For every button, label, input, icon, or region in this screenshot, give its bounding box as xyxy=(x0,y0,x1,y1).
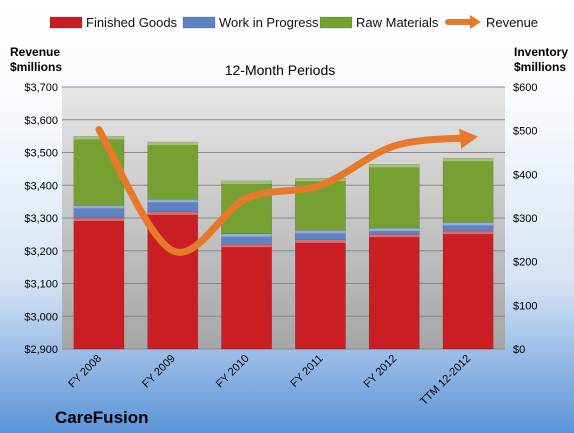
work-in-progress-bar-highlight xyxy=(369,228,420,232)
legend-swatch-finished-goods xyxy=(49,16,83,29)
raw-materials-bar-highlight xyxy=(147,142,198,146)
right-tick-label: $600 xyxy=(513,82,537,94)
legend-label-revenue: Revenue xyxy=(486,15,538,30)
right-tick-label: $500 xyxy=(513,126,537,138)
finished-goods-bar-highlight xyxy=(442,231,494,235)
raw-materials-bar xyxy=(368,164,420,229)
legend-label-finished-goods: Finished Goods xyxy=(86,15,178,30)
finished-goods-bar-highlight xyxy=(295,239,346,243)
revenue-line-series xyxy=(95,126,479,256)
raw-materials-bar xyxy=(73,136,125,206)
right-axis-title-line-1: Inventory xyxy=(514,45,568,59)
revenue-line xyxy=(95,126,472,256)
right-tick-label: $0 xyxy=(513,344,525,356)
left-tick-label: $3,600 xyxy=(24,115,58,127)
right-tick-label: $100 xyxy=(513,300,537,312)
right-tick-label: $400 xyxy=(513,169,537,181)
gridlines xyxy=(62,86,505,350)
chart-title: 12-Month Periods xyxy=(225,62,336,78)
finished-goods-bar xyxy=(442,230,494,350)
x-tick-label: FY 2008 xyxy=(66,353,104,391)
x-tick-label: FY 2009 xyxy=(140,353,178,391)
work-in-progress-bar-highlight xyxy=(295,230,346,234)
x-tick-label: FY 2012 xyxy=(362,353,400,391)
left-tick-label: $3,700 xyxy=(24,82,58,94)
left-tick-label: $3,400 xyxy=(24,180,58,192)
x-axis-ticks: FY 2008 FY 2009 FY 2010 FY 2011 FY 2012 TTM 1… xyxy=(66,353,473,408)
finished-goods-bar xyxy=(295,239,346,350)
finished-goods-bar xyxy=(368,233,420,350)
finished-goods-bar-highlight xyxy=(221,244,272,248)
left-tick-label: $3,300 xyxy=(24,213,58,225)
finished-goods-bar-highlight xyxy=(73,218,125,221)
finished-goods-bar-highlight xyxy=(369,234,420,238)
legend-swatch-raw-materials xyxy=(319,16,353,29)
raw-materials-bar-highlight xyxy=(442,158,494,162)
company-name: CareFusion xyxy=(55,408,149,427)
work-in-progress-bar-highlight xyxy=(221,233,272,237)
raw-materials-bar-highlight xyxy=(295,178,346,182)
work-in-progress-bar-highlight xyxy=(147,199,198,203)
revenue-arrowhead xyxy=(459,128,479,149)
raw-materials-bar-highlight xyxy=(221,180,272,184)
raw-materials-bar xyxy=(147,141,199,200)
legend-label-work-in-progress: Work in Progress xyxy=(219,15,319,30)
legend-arrow-revenue xyxy=(470,15,481,29)
right-tick-label: $200 xyxy=(513,257,537,269)
finished-goods-bar-highlight xyxy=(147,211,198,215)
raw-materials-bar-highlight xyxy=(369,164,420,168)
left-tick-label: $3,200 xyxy=(24,246,58,258)
left-axis-title-line-1: Revenue xyxy=(10,45,60,59)
raw-materials-bar xyxy=(442,157,494,223)
legend-label-raw-materials: Raw Materials xyxy=(356,15,439,30)
legend-swatch-work-in-progress xyxy=(182,16,216,29)
bar-series xyxy=(73,136,494,350)
left-axis-title-line-2: $millions xyxy=(10,60,62,74)
raw-materials-bar-highlight xyxy=(73,136,125,140)
right-axis-ticks: $0 $100 $200 $300 $400 $500 $600 xyxy=(513,82,537,356)
left-tick-label: $2,900 xyxy=(24,344,58,356)
work-in-progress-bar-highlight xyxy=(73,205,125,209)
right-tick-label: $300 xyxy=(513,213,537,225)
x-tick-label: TTM 12-2012 xyxy=(418,353,473,408)
left-tick-label: $3,000 xyxy=(24,311,58,323)
finished-goods-bar xyxy=(221,243,272,350)
x-tick-label: FY 2010 xyxy=(214,353,252,391)
legend: Finished Goods Work in Progress Raw Materi… xyxy=(49,15,538,30)
finished-goods-bar xyxy=(73,217,125,350)
right-axis-title-line-2: $millions xyxy=(514,60,566,74)
left-tick-label: $3,500 xyxy=(24,148,58,160)
x-tick-label: FY 2011 xyxy=(288,353,325,390)
left-tick-label: $3,100 xyxy=(24,279,58,291)
work-in-progress-bar-highlight xyxy=(442,222,494,226)
left-axis-ticks: $2,900 $3,000 $3,100 $3,200 $3,300 $3,400 $3,5… xyxy=(24,82,58,356)
